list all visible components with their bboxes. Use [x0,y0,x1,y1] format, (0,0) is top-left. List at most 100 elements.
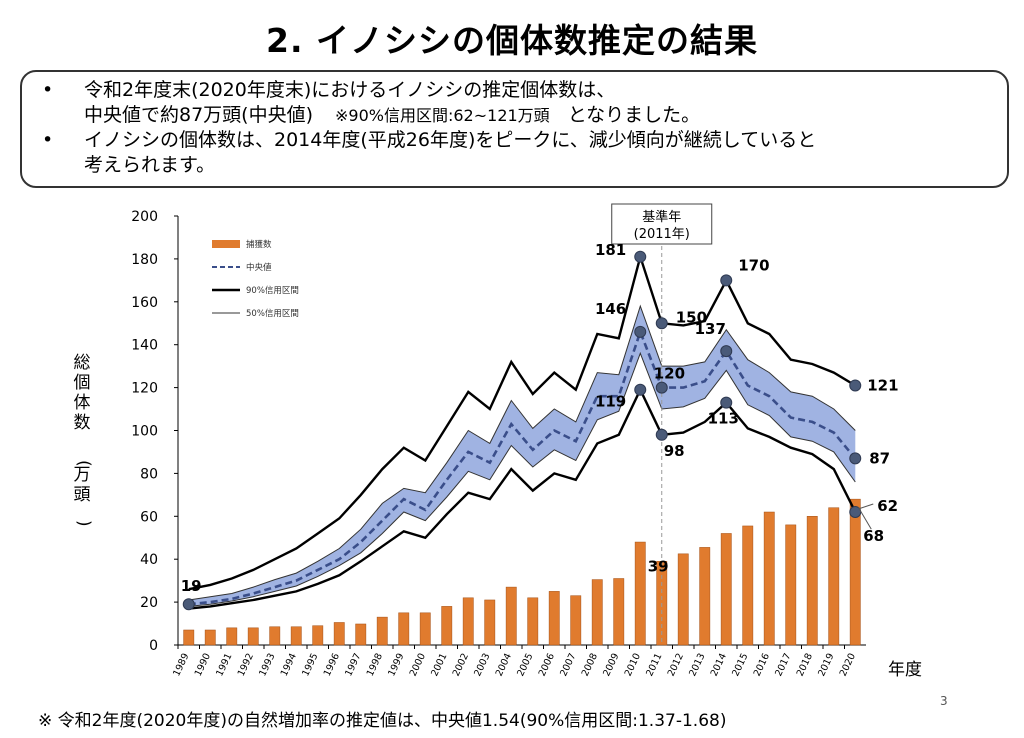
bar-capture-count [591,579,603,646]
label-leader-line [858,503,874,510]
x-tick-label: 2020 [838,652,858,679]
data-point-marker [655,428,668,441]
x-tick-label: 2014 [709,652,729,679]
legend-swatch-bar [212,240,240,248]
data-point-label: 120 [654,365,685,383]
bar-capture-count [484,599,496,646]
bar-capture-count [613,578,625,646]
bar-capture-count [204,629,216,646]
data-point-marker [849,452,862,465]
x-axis-title: 年度 [888,660,922,680]
bar-capture-count [677,553,689,646]
bar-capture-count [398,612,410,646]
bar-capture-count [763,511,775,646]
data-point-marker [634,383,647,396]
x-tick-label: 2010 [623,652,643,679]
legend-label: 90%信用区間 [246,285,299,296]
x-tick-label: 2018 [795,652,815,679]
bar-capture-count [720,533,732,646]
data-point-label: 87 [869,449,890,467]
bar-capture-count [247,627,259,646]
x-tick-label: 2006 [537,652,557,679]
x-tick-label: 1993 [257,652,277,679]
base-year-sublabel: (2011年) [634,227,690,242]
bar-capture-count [312,625,324,646]
legend-label: 中央値 [246,262,272,273]
x-tick-label: 1989 [171,652,191,679]
legend-label: 50%信用区間 [246,308,299,319]
summary-line-1: 令和2年度末(2020年度末)におけるイノシシの推定個体数は、 [84,79,616,101]
y-tick-label: 200 [131,209,158,225]
x-tick-label: 2002 [451,652,471,679]
x-tick-label: 1997 [343,652,363,679]
band-50-lower-line [188,351,856,607]
base-year-label: 基準年 [642,209,681,225]
data-point-marker [720,274,733,287]
bar-capture-count [806,516,818,646]
bar-capture-count [505,586,517,646]
data-point-label: 150 [676,308,707,326]
x-tick-label: 2011 [644,652,664,679]
footnote: ※ 令和2年度(2020年度)の自然増加率の推定値は、中央値1.54(90%信用… [38,711,727,731]
data-point-marker [720,345,733,358]
data-point-label: 62 [877,497,898,515]
bar-capture-count [376,616,388,646]
y-tick-label: 80 [140,466,158,482]
bar-capture-count [828,507,840,646]
band-50-upper-line [188,304,856,601]
data-point-marker [849,379,862,392]
summary-line-3: イノシシの個体数は、2014年度(平成26年度)をピークに、減少傾向が継続してい… [84,129,817,151]
data-point-label: 119 [595,393,626,411]
data-point-label: 19 [181,577,202,595]
bar-capture-count [570,595,582,646]
x-tick-label: 2000 [408,652,428,679]
bar-capture-count [290,626,302,646]
page-number: 3 [940,694,948,708]
label-leader-line [857,506,872,530]
x-tick-label: 2019 [816,652,836,679]
line-90-upper [188,252,856,591]
x-tick-label: 1998 [365,652,385,679]
x-tick-label: 1992 [236,652,256,679]
data-point-label: 121 [867,376,898,394]
base-year-box [611,203,713,245]
data-point-label: 68 [863,527,884,545]
bullet-dot: • [42,79,54,101]
bar-capture-count [183,629,195,646]
x-tick-label: 2015 [730,652,750,679]
y-tick-label: 140 [131,338,158,354]
bar-capture-count [849,498,861,646]
bar-capture-count [548,591,560,646]
data-point-label: 137 [695,320,726,338]
x-tick-label: 2007 [558,652,578,679]
summary-box: • 令和2年度末(2020年度末)におけるイノシシの推定個体数は、 中央値で約8… [20,70,1009,188]
bar-capture-count [527,597,539,646]
y-tick-label: 20 [140,595,158,611]
x-tick-label: 2008 [580,652,600,679]
y-tick-label: 60 [140,509,158,525]
summary-bullet-1: • 令和2年度末(2020年度末)におけるイノシシの推定個体数は、 中央値で約8… [42,78,995,128]
y-tick-label: 160 [131,295,158,311]
y-tick-label: 120 [131,381,158,397]
x-tick-label: 2001 [429,652,449,679]
x-tick-label: 1991 [214,652,234,679]
x-tick-label: 2003 [472,652,492,679]
x-tick-label: 1996 [322,652,342,679]
bar-capture-count [462,597,474,646]
bar-capture-count [441,606,453,646]
x-tick-label: 2005 [515,652,535,679]
data-point-label: 113 [708,410,739,428]
bar-capture-count [634,541,646,646]
bullet-dot: • [42,129,54,151]
x-tick-label: 1995 [300,652,320,679]
y-tick-label: 180 [131,252,158,268]
bar-capture-count [419,612,431,646]
summary-line-2-tail: となりました。 [567,104,701,126]
bar-capture-count [785,524,797,646]
line-90-lower [188,386,857,610]
x-tick-label: 1999 [386,652,406,679]
bar-capture-count [226,627,238,646]
summary-bullet-2: • イノシシの個体数は、2014年度(平成26年度)をピークに、減少傾向が継続し… [42,128,995,178]
bar-capture-count [699,547,711,646]
